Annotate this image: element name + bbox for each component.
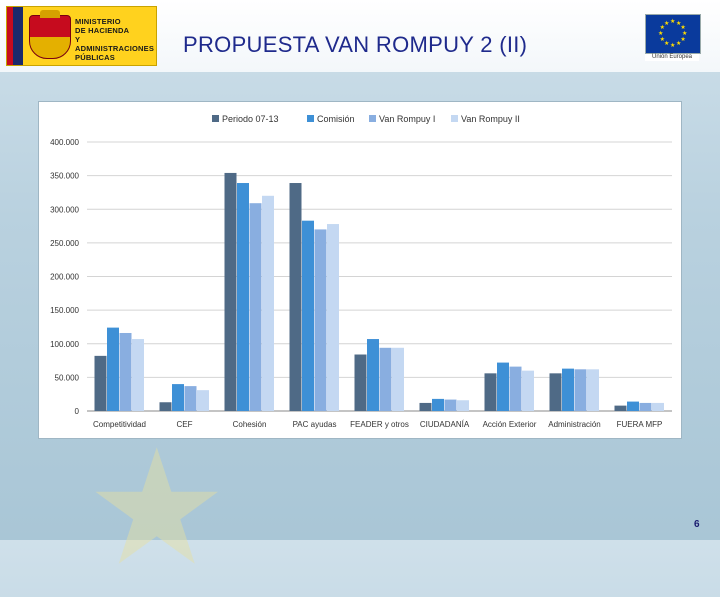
- eu-star-icon: ★: [670, 43, 676, 49]
- x-tick-label: FUERA MFP: [617, 420, 663, 429]
- bar-periodo-07-13: [549, 373, 562, 411]
- y-tick-label: 300.000: [50, 205, 79, 214]
- bar-van-rompuy-i: [119, 332, 132, 411]
- bar-periodo-07-13: [289, 183, 302, 411]
- page-number: 6: [694, 519, 700, 530]
- bar-periodo-07-13: [224, 172, 237, 411]
- y-tick-label: 250.000: [50, 239, 79, 248]
- y-tick-label: 150.000: [50, 306, 79, 315]
- ministry-logo-text: MINISTERIO DE HACIENDA Y ADMINISTRACIONE…: [75, 17, 156, 62]
- crown-icon: [40, 10, 60, 18]
- x-tick-label: Administración: [548, 420, 600, 429]
- legend-label: Van Rompuy II: [461, 114, 520, 124]
- x-tick-label: Cohesión: [233, 420, 267, 429]
- y-tick-label: 100.000: [50, 340, 79, 349]
- ministry-logo: MINISTERIO DE HACIENDA Y ADMINISTRACIONE…: [6, 6, 157, 66]
- bar-van-rompuy-i: [314, 229, 327, 411]
- bar-van-rompuy-i: [574, 369, 587, 411]
- slide-header: MINISTERIO DE HACIENDA Y ADMINISTRACIONE…: [0, 0, 720, 72]
- x-tick-label: CIUDADANÍA: [420, 420, 470, 429]
- bar-periodo-07-13: [354, 354, 367, 411]
- x-tick-label: FEADER y otros: [350, 420, 409, 429]
- eu-star-icon: ★: [664, 20, 670, 27]
- y-tick-label: 200.000: [50, 273, 79, 282]
- eu-star-icon: ★: [658, 31, 664, 37]
- bar-van-rompuy-ii: [327, 224, 339, 411]
- bar-comisi-n: [107, 327, 119, 411]
- eu-star-icon: ★: [676, 20, 682, 27]
- eu-star-icon: ★: [680, 37, 686, 43]
- bar-van-rompuy-ii: [457, 400, 469, 411]
- x-tick-label: Competitividad: [93, 420, 146, 429]
- bar-comisi-n: [172, 384, 184, 411]
- bar-periodo-07-13: [419, 402, 432, 411]
- eu-star-icon: ★: [659, 25, 665, 31]
- bar-van-rompuy-ii: [522, 370, 534, 411]
- legend-swatch: [212, 115, 219, 122]
- x-tick-label: Acción Exterior: [483, 420, 537, 429]
- legend-label: Comisión: [317, 114, 355, 124]
- bar-van-rompuy-ii: [262, 195, 274, 411]
- ministry-logo-line: Y ADMINISTRACIONES: [75, 35, 155, 53]
- bar-periodo-07-13: [159, 402, 172, 411]
- bar-periodo-07-13: [94, 355, 107, 411]
- legend-label: Periodo 07-13: [222, 114, 279, 124]
- ministry-logo-line: DE HACIENDA: [75, 26, 130, 35]
- eu-flag-icon: ★ ★ ★ ★ ★ ★ ★ ★ ★ ★ ★ ★: [645, 14, 701, 54]
- y-tick-label: 0: [75, 407, 80, 416]
- bar-comisi-n: [302, 220, 314, 411]
- legend-label: Van Rompuy I: [379, 114, 435, 124]
- chart-frame: 0 50.000 100.000 150.000 200.000 250.000 300.0…: [38, 101, 682, 439]
- bar-van-rompuy-ii: [132, 339, 144, 411]
- bar-van-rompuy-i: [379, 347, 392, 411]
- bar-comisi-n: [562, 368, 574, 411]
- bar-comisi-n: [497, 362, 509, 411]
- bar-comisi-n: [237, 183, 249, 411]
- eu-star-icon: ★: [682, 31, 688, 37]
- eu-star-icon: ★: [670, 19, 676, 25]
- y-tick-label: 350.000: [50, 172, 79, 181]
- bar-comisi-n: [367, 339, 379, 411]
- legend-swatch: [307, 115, 314, 122]
- flag-stripe-navy: [13, 7, 23, 65]
- eu-star-icon: ★: [676, 41, 682, 48]
- page-title: PROPUESTA VAN ROMPUY 2 (II): [183, 32, 528, 57]
- bar-van-rompuy-ii: [392, 347, 404, 411]
- eu-logo-caption: Unión Europea: [651, 54, 693, 60]
- bar-van-rompuy-i: [509, 366, 522, 411]
- bar-comisi-n: [432, 398, 444, 411]
- eu-star-icon: ★: [680, 25, 686, 31]
- eu-logo: ★ ★ ★ ★ ★ ★ ★ ★ ★ ★ ★ ★ Unión Europea: [645, 14, 701, 61]
- flag-stripe-red: [7, 7, 13, 65]
- ministry-logo-line: MINISTERIO: [75, 17, 121, 26]
- coat-of-arms-icon: [29, 10, 71, 59]
- bar-van-rompuy-i: [249, 203, 262, 411]
- bar-comisi-n: [627, 401, 639, 411]
- y-tick-label: 400.000: [50, 138, 79, 147]
- bar-van-rompuy-i: [444, 399, 457, 411]
- bar-periodo-07-13: [484, 373, 497, 411]
- legend-swatch: [451, 115, 458, 122]
- ministry-logo-line: PÚBLICAS: [75, 53, 115, 62]
- bar-periodo-07-13: [614, 405, 627, 411]
- bar-van-rompuy-i: [184, 386, 197, 411]
- x-tick-label: CEF: [177, 420, 193, 429]
- bar-van-rompuy-i: [639, 402, 652, 411]
- bar-van-rompuy-ii: [652, 402, 664, 411]
- eu-star-icon: ★: [664, 41, 670, 48]
- background-star-icon: ★: [85, 418, 229, 597]
- eu-star-icon: ★: [659, 37, 665, 43]
- legend-swatch: [369, 115, 376, 122]
- bar-van-rompuy-ii: [197, 390, 209, 411]
- bar-chart: 0 50.000 100.000 150.000 200.000 250.000 300.0…: [50, 114, 672, 429]
- y-tick-label: 50.000: [55, 373, 80, 382]
- x-tick-label: PAC ayudas: [293, 420, 337, 429]
- bar-van-rompuy-ii: [587, 369, 599, 411]
